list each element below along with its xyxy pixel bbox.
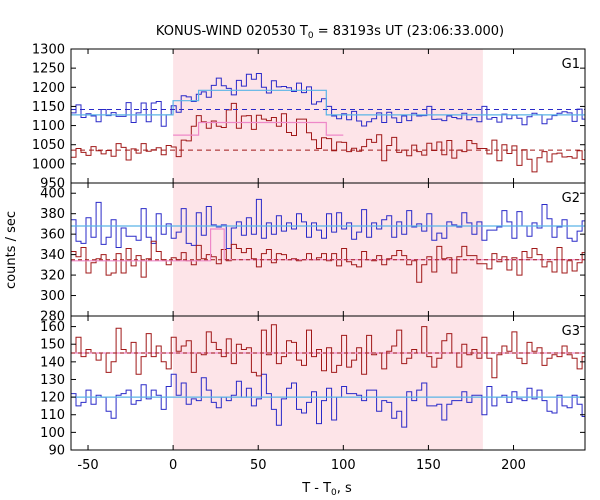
- x-tick-label: -50: [77, 458, 98, 473]
- plot-area: 9501000105011001150120012501300G12803003…: [32, 43, 586, 473]
- x-axis-label-suffix: , s: [337, 481, 352, 496]
- chart-title-subscript: 0: [308, 31, 314, 41]
- model-blue: [71, 89, 585, 116]
- chart-title: KONUS-WIND 020530 T0 = 83193s UT (23:06:…: [156, 24, 504, 41]
- x-tick-label: 50: [250, 458, 267, 473]
- panel-label: G2: [562, 191, 580, 206]
- series-blue-counts: [71, 373, 585, 428]
- y-tick-label: 280: [40, 310, 65, 325]
- panel-g3: 90 100 110 120 130 140 150 160 G3: [40, 315, 586, 459]
- model-red: [173, 121, 344, 136]
- y-tick-label: 360: [40, 228, 65, 243]
- y-tick-label: 380: [40, 207, 65, 222]
- y-tick-label: 1150: [32, 100, 65, 115]
- y-tick-label: 400: [40, 187, 65, 202]
- series-red-counts: [71, 102, 585, 173]
- y-tick-label: 140: [40, 355, 65, 370]
- y-tick-label: 340: [40, 248, 65, 263]
- panel-g1: 950 1000 1050 1100 1150 1200 1250 1300 G1: [32, 43, 586, 192]
- x-tick-label: 0: [169, 458, 177, 473]
- x-axis-label: T - T0, s: [301, 481, 352, 498]
- y-tick-label: 130: [40, 373, 65, 388]
- y-tick-label: 120: [40, 391, 65, 406]
- y-tick-label: 1250: [32, 62, 65, 77]
- x-tick-label: 150: [416, 458, 441, 473]
- y-axis-label: counts / sec: [4, 211, 19, 289]
- series-red-counts: [71, 324, 585, 379]
- panel-frame: [70, 315, 586, 451]
- x-tick-label: 100: [331, 458, 356, 473]
- y-tick-label: 1050: [32, 138, 65, 153]
- series-blue-counts: [71, 73, 585, 127]
- y-tick-label: 100: [40, 426, 65, 441]
- y-tick-label: 1200: [32, 81, 65, 96]
- x-tick-label: 200: [501, 458, 526, 473]
- y-tick-label: 150: [40, 338, 65, 353]
- x-axis-label-prefix: T - T: [301, 481, 331, 496]
- panel-g2: 280 300 320 340 360 380 400 G2: [40, 182, 586, 325]
- series-blue-counts: [71, 198, 585, 249]
- y-tick-label: 300: [40, 289, 65, 304]
- y-tick-label: 1300: [32, 43, 65, 58]
- shaded-interval: [173, 316, 483, 450]
- chart-title-suffix: = 83193s UT (23:06:33.000): [314, 24, 504, 39]
- shaded-interval: [173, 49, 483, 183]
- y-tick-label: 110: [40, 408, 65, 423]
- y-tick-label: 1100: [32, 119, 65, 134]
- panel-label: G1: [562, 57, 580, 72]
- y-tick-label: 90: [48, 444, 65, 459]
- panel-label: G3: [562, 324, 580, 339]
- series-red-counts: [71, 240, 585, 283]
- y-tick-label: 320: [40, 269, 65, 284]
- y-tick-label: 1000: [32, 157, 65, 172]
- y-tick-label: 160: [40, 320, 65, 335]
- chart-title-prefix: KONUS-WIND 020530 T: [156, 24, 308, 39]
- x-axis-label-subscript: 0: [331, 488, 337, 498]
- y-tick-label: 950: [40, 177, 65, 192]
